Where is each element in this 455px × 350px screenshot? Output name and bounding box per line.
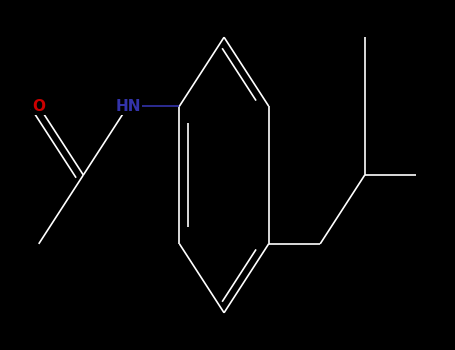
Text: O: O <box>32 99 45 114</box>
Text: HN: HN <box>115 99 141 114</box>
